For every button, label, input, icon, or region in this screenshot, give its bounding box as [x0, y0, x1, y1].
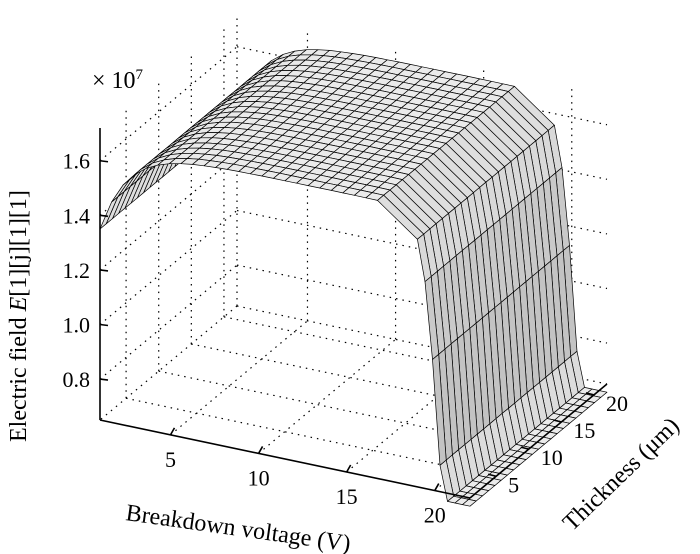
y-tick: [520, 446, 529, 450]
z-tick: [99, 269, 109, 272]
back-wall-grid-z: [236, 264, 608, 344]
z-axis-label: Electric field E[1][j][1][1]: [6, 190, 32, 442]
tick-labels: 0.8 1.0 1.2 1.4 1.6 5 10 15 20 5 10 15 20: [63, 149, 628, 528]
surface-facet: [462, 499, 477, 507]
floor-grid-y: [223, 316, 595, 396]
floor-grid-y: [191, 343, 562, 423]
floor-grid-y: [158, 370, 529, 450]
y-tick: [585, 392, 595, 396]
y-tick: [487, 473, 497, 478]
z-tick: [99, 378, 109, 381]
x-tick-label: 15: [336, 484, 358, 509]
z-tick: [99, 323, 109, 327]
y-tick-label: 5: [508, 472, 519, 497]
z-tick-label: 1.0: [63, 312, 91, 337]
y-tick: [553, 419, 562, 423]
side-wall-grid-z: [99, 210, 238, 325]
y-tick-label: 15: [573, 418, 595, 443]
side-wall-grid-z: [99, 264, 238, 380]
x-axis-label: Breakdown voltage (V): [124, 500, 352, 554]
x-tick: [434, 483, 440, 491]
x-tick: [257, 446, 264, 454]
z-multiplier-label: × 107: [92, 67, 144, 94]
axis-layer: [99, 128, 608, 499]
x-tick-label: 20: [424, 503, 446, 528]
y-tick-label: 20: [606, 391, 628, 416]
y-axis-line: [469, 383, 608, 499]
floor-grid-x: [258, 338, 396, 454]
z-tick: [99, 159, 109, 163]
x-tick: [169, 427, 176, 436]
x-tick-label: 5: [165, 447, 176, 472]
z-tick: [99, 214, 109, 218]
x-tick: [345, 464, 352, 473]
z-tick-label: 1.2: [63, 258, 91, 283]
z-tick-label: 1.4: [63, 203, 91, 228]
surface-layer: [99, 49, 608, 507]
side-wall-grid-z: [99, 155, 238, 271]
z-tick-label: 0.8: [63, 367, 91, 392]
z-tick-label: 1.6: [63, 149, 91, 174]
x-tick-label: 10: [248, 465, 270, 490]
x-axis-line: [99, 419, 471, 499]
floor-left-edge: [99, 305, 238, 421]
floor-back-edge: [236, 305, 608, 385]
floor-grid-y: [125, 397, 497, 477]
y-tick-label: 10: [541, 445, 563, 470]
